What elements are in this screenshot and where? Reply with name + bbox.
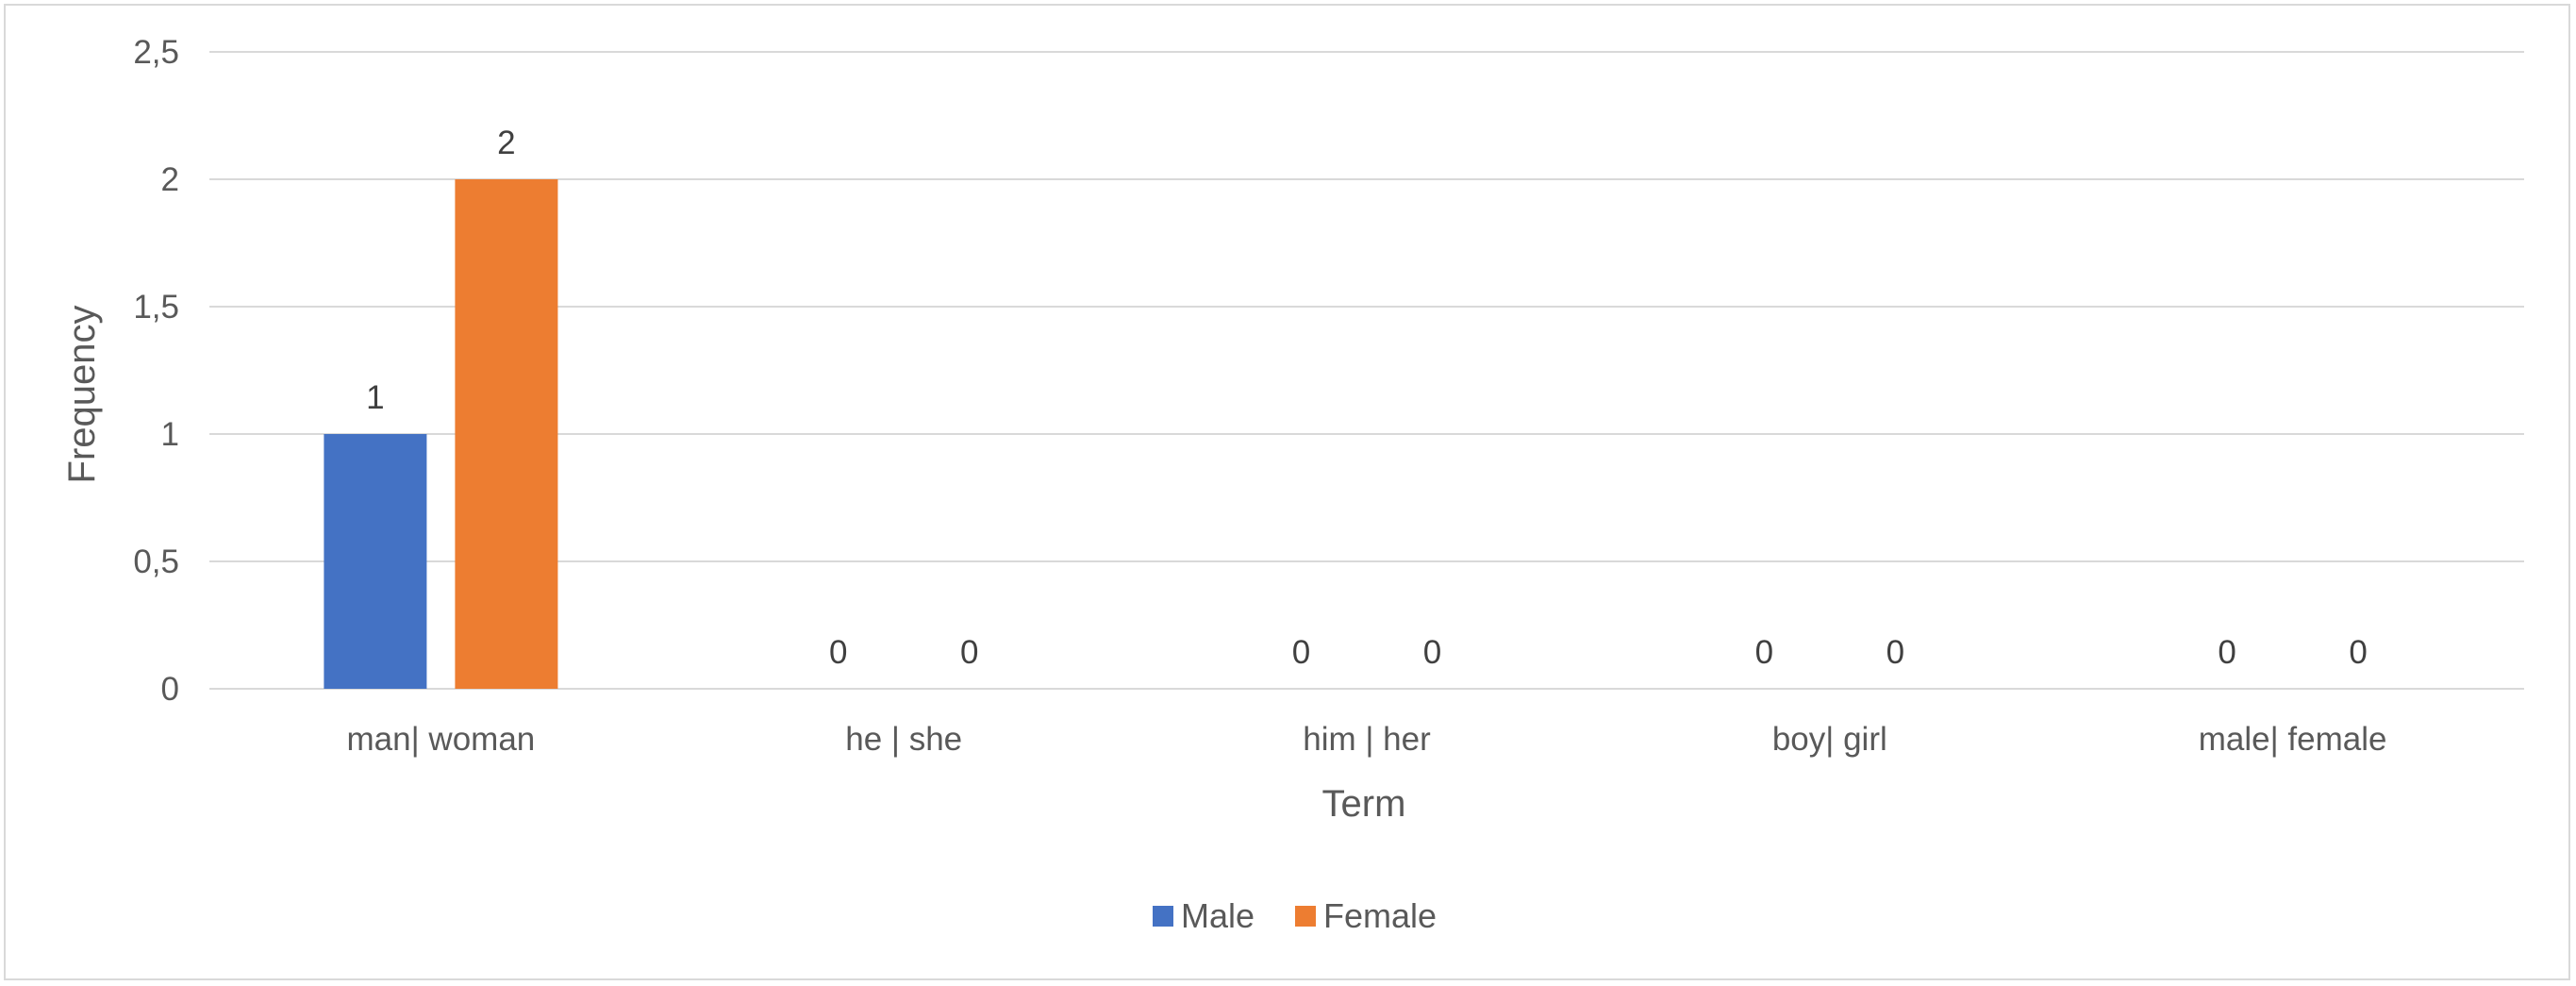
x-tick-label: male| female [2199, 721, 2387, 758]
data-label: 0 [2218, 634, 2235, 671]
data-label: 0 [1755, 634, 1773, 671]
y-tick-label: 2 [161, 161, 179, 198]
chart-area [4, 4, 2570, 980]
x-tick-label: him | her [1303, 721, 1431, 758]
x-tick-label: he | she [845, 721, 962, 758]
y-tick-label: 1 [161, 416, 179, 453]
data-label: 0 [829, 634, 847, 671]
data-label: 2 [497, 125, 515, 161]
y-tick-label: 2,5 [133, 34, 179, 71]
legend-swatch-female [1295, 906, 1316, 927]
data-label: 0 [1423, 634, 1441, 671]
legend: Male Female [1153, 896, 1437, 935]
data-label: 0 [960, 634, 978, 671]
x-tick-label: boy| girl [1772, 721, 1887, 758]
bar-male [324, 434, 427, 689]
data-label: 1 [366, 379, 384, 416]
x-axis-title: Term [1322, 783, 1406, 825]
y-tick-label: 1,5 [133, 289, 179, 326]
legend-swatch-male [1153, 906, 1173, 927]
data-label: 0 [2349, 634, 2367, 671]
data-label: 0 [1292, 634, 1310, 671]
bar-female [455, 179, 558, 689]
y-tick-label: 0 [161, 671, 179, 708]
y-tick-label: 0,5 [133, 543, 179, 580]
legend-label: Male [1181, 896, 1255, 935]
y-axis-title: Frequency [61, 306, 103, 484]
x-tick-label: man| woman [347, 721, 536, 758]
data-label: 0 [1886, 634, 1904, 671]
legend-label: Female [1323, 896, 1437, 935]
